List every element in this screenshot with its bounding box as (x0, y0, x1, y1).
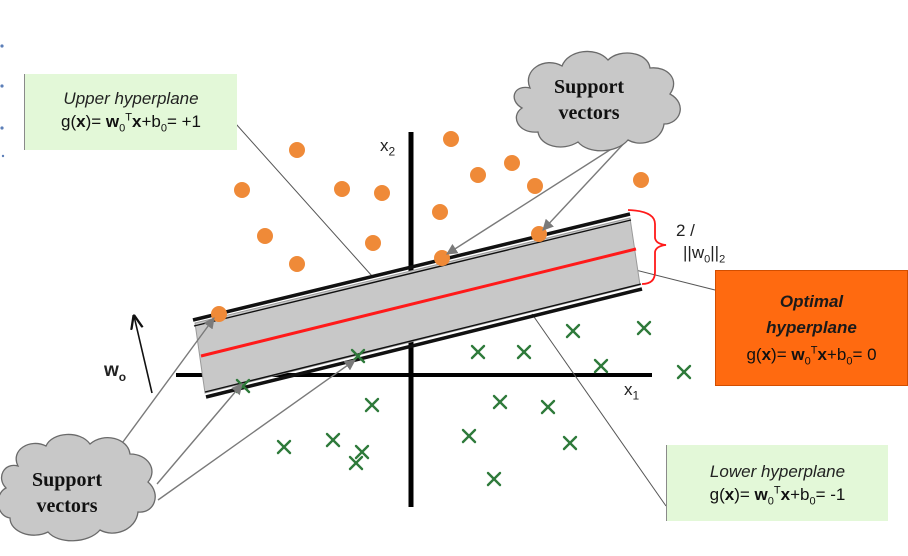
optimal-hyperplane-box: Optimal hyperplane g(x)= w0Tx+b0= 0 (715, 270, 908, 386)
support-vector-positive (211, 306, 227, 322)
negative-point (486, 471, 502, 487)
positive-point (633, 172, 649, 188)
negative-point (325, 432, 341, 448)
negative-point (470, 344, 486, 360)
support-vectors-top-label: Support vectors (553, 76, 625, 124)
negative-point (636, 320, 652, 336)
negative-point (276, 439, 292, 455)
margin-brace (627, 209, 667, 285)
lower-hyperplane-line (204, 283, 642, 393)
positive-point (334, 181, 350, 197)
negative-point (540, 399, 556, 415)
lower-hyperplane-equation: g(x)= w0Tx+b0= -1 (709, 484, 846, 508)
negative-point (565, 323, 581, 339)
x2-axis-label: x2 (380, 136, 396, 159)
upper-hyperplane-box: Upper hyperplane g(x)= w0Tx+b0= +1 (24, 74, 237, 150)
negative-class-points (235, 320, 692, 487)
support-vector-positive (434, 250, 450, 266)
negative-point (364, 397, 380, 413)
positive-class-points (211, 131, 649, 322)
negative-point (676, 364, 692, 380)
support-vectors-bottom-label: Support vectors (31, 469, 103, 517)
lower-hyperplane-title: Lower hyperplane (709, 462, 846, 481)
margin-denominator: ||w0||2 (683, 243, 726, 266)
positive-point (234, 182, 250, 198)
positive-point (443, 131, 459, 147)
negative-point (593, 358, 609, 374)
optimal-hyperplane-line (200, 247, 637, 358)
margin-numerator: 2 / (676, 221, 695, 240)
upper-hyperplane-line (192, 212, 631, 322)
normal-vector-label: wo (104, 360, 127, 384)
negative-point (348, 455, 364, 471)
positive-point (527, 178, 543, 194)
optimal-hyperplane-title-2: hyperplane (766, 318, 857, 337)
positive-point (470, 167, 486, 183)
negative-point (354, 444, 370, 460)
negative-point (562, 435, 578, 451)
upper-hyperplane-title: Upper hyperplane (63, 89, 199, 108)
support-vector-arrows (119, 138, 629, 501)
upper-hyperplane-equation: g(x)= w0Tx+b0= +1 (60, 111, 202, 135)
positive-point (374, 185, 390, 201)
normal-vector-arrow (134, 316, 153, 394)
positive-point (432, 204, 448, 220)
cloud-top (513, 50, 681, 152)
positive-point (289, 256, 305, 272)
positive-point (289, 142, 305, 158)
optimal-hyperplane-title-1: Optimal (779, 292, 844, 311)
lower-hyperplane-box: Lower hyperplane g(x)= w0Tx+b0= -1 (666, 445, 888, 521)
negative-point (461, 428, 477, 444)
margin-band (192, 212, 643, 399)
positive-point (365, 235, 381, 251)
positive-point (504, 155, 520, 171)
x1-axis-label: x1 (624, 380, 640, 403)
cloud-bottom (0, 433, 156, 542)
optimal-hyperplane-equation: g(x)= w0Tx+b0= 0 (746, 344, 877, 368)
positive-point (257, 228, 273, 244)
edge-marks (0, 44, 5, 158)
negative-point (492, 394, 508, 410)
negative-point (516, 344, 532, 360)
